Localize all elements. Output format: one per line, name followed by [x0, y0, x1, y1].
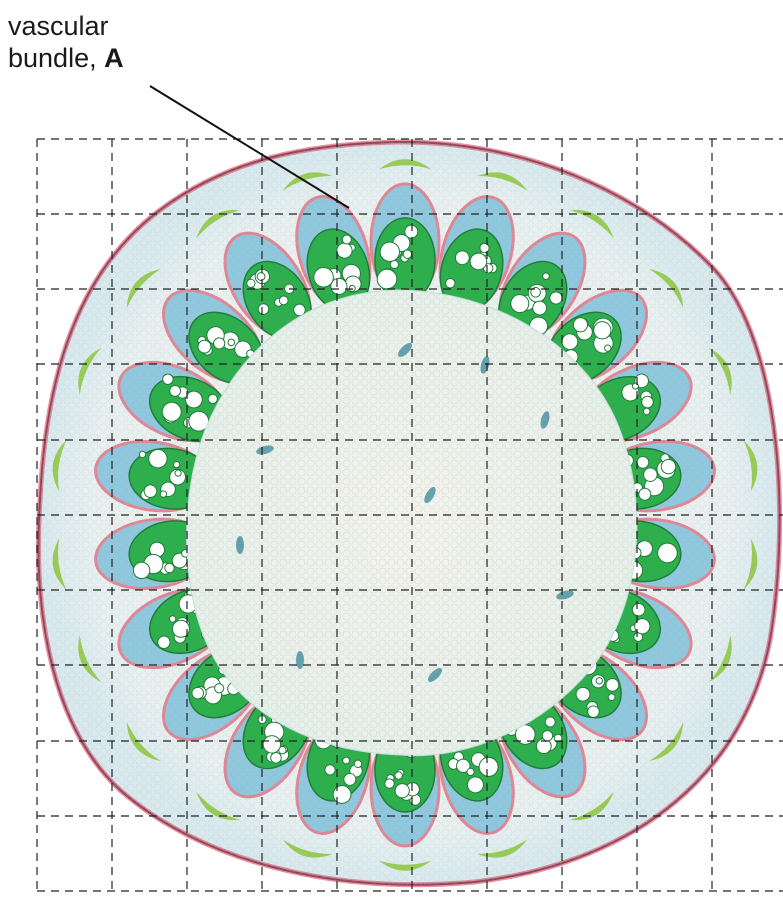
- vascular-bundle: [438, 195, 515, 313]
- vascular-bundle: [498, 231, 587, 341]
- label-letter-a: A: [104, 43, 124, 73]
- pith-speck: [540, 411, 550, 429]
- sclerenchyma-caps: [52, 159, 758, 871]
- pith-speck: [556, 590, 574, 600]
- pith-speck: [424, 486, 436, 504]
- sclerenchyma-cap: [743, 538, 758, 590]
- sclerenchyma-cap: [649, 268, 684, 309]
- pith-speck: [236, 536, 244, 554]
- sclerenchyma-cap: [52, 440, 67, 492]
- sclerenchyma-cap: [649, 721, 684, 762]
- sclerenchyma-cap: [708, 634, 732, 683]
- sclerenchyma-cap: [569, 209, 614, 239]
- sclerenchyma-cap: [477, 172, 528, 191]
- sclerenchyma-cap: [126, 268, 161, 309]
- label-vascular: vascular: [8, 11, 109, 41]
- sclerenchyma-cap: [379, 860, 431, 871]
- sclerenchyma-cap: [282, 839, 333, 858]
- leader-line: [149, 85, 350, 209]
- pith-specks: [236, 343, 574, 682]
- sclerenchyma-cap: [569, 791, 614, 821]
- sclerenchyma-cap: [282, 172, 333, 191]
- sclerenchyma-cap: [196, 791, 241, 821]
- vascular-bundle: [295, 195, 372, 313]
- sclerenchyma-cap: [52, 538, 67, 590]
- pith-speck: [428, 668, 442, 682]
- sclerenchyma-cap: [126, 721, 161, 762]
- sclerenchyma-cap: [743, 440, 758, 492]
- sclerenchyma-cap: [477, 839, 528, 858]
- pith-speck: [398, 343, 412, 357]
- sclerenchyma-cap: [78, 634, 102, 683]
- pith-speck: [256, 445, 274, 455]
- dashed-grid: [36, 138, 783, 892]
- label-bundle-a: bundle, A: [8, 43, 124, 73]
- sclerenchyma-cap: [708, 347, 732, 396]
- sclerenchyma-cap: [379, 159, 431, 170]
- sclerenchyma-cap: [78, 347, 102, 396]
- sclerenchyma-cap: [196, 209, 241, 239]
- vascular-bundle: [369, 182, 441, 303]
- pith-speck: [296, 651, 304, 669]
